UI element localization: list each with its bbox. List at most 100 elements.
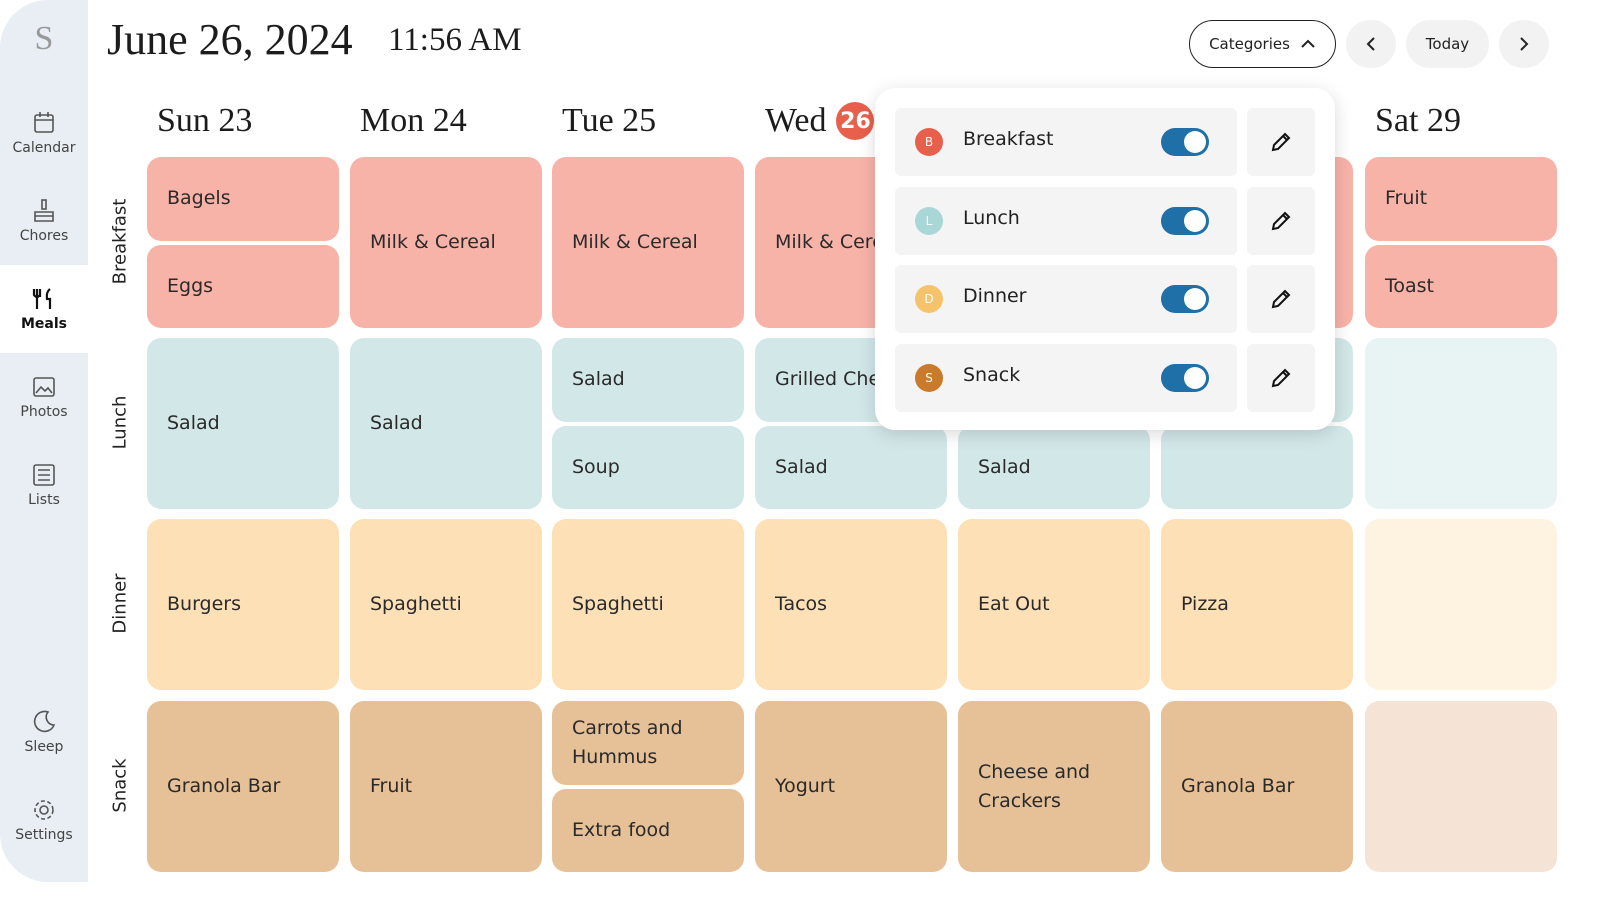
meal-item[interactable]: Salad [350,338,542,509]
category-name: Snack [963,363,1021,386]
meal-item[interactable]: Soup [552,425,744,509]
nav-label: Photos [20,404,68,420]
today-button[interactable]: Today [1406,20,1489,68]
day-label: Mon 24 [360,102,467,139]
toggle[interactable] [1161,206,1209,235]
meal-item[interactable]: Milk & Cereal [350,157,542,328]
meal-item[interactable]: Burgers [147,519,339,690]
edit-button[interactable] [1247,186,1315,255]
nav-icon [33,464,55,486]
category-row: D Dinner [895,265,1237,333]
category-name: Lunch [963,206,1020,229]
toggle-knob [1184,131,1206,153]
empty-cell[interactable] [1365,701,1557,872]
category-initial: B [915,128,943,156]
categories-popup: B Breakfast L Lunch D Dinner S Snack [875,88,1335,430]
day-label: Tue 25 [562,102,657,139]
edit-button[interactable] [1247,108,1315,176]
nav-item[interactable]: Chores [0,177,88,265]
meal-item[interactable]: Granola Bar [1161,701,1353,872]
categories-button[interactable]: Categories [1189,20,1336,68]
category-row: S Snack [895,343,1237,412]
row-label: Snack [109,757,131,813]
meal-item[interactable]: Fruit [350,701,542,872]
toggle[interactable] [1161,363,1209,392]
toggle-knob [1184,366,1206,389]
nav-item[interactable]: Photos [0,353,88,441]
category-row: L Lunch [895,186,1237,255]
nav-item[interactable]: Lists [0,441,88,529]
pencil-icon [1271,289,1291,309]
nav-icon [32,288,52,309]
meal-item[interactable]: Granola Bar [147,701,339,872]
chevron-up [1301,39,1315,48]
nav-label: Calendar [12,140,76,156]
meal-item[interactable]: Toast [1365,244,1557,328]
nav-label: Lists [28,492,60,508]
prev-button[interactable] [1346,20,1396,68]
date: June 26, 2024 [107,15,353,64]
meal-item[interactable]: Salad [755,425,947,509]
day-label: Wed [765,102,827,139]
day-label: Sun 23 [157,102,253,139]
day-header: Sat 29 [1375,102,1461,140]
meal-item[interactable]: Spaghetti [552,519,744,690]
day-header: Sun 23 [157,102,252,140]
pencil-icon [1271,211,1291,230]
row-label: Dinner [109,572,131,634]
category-name: Dinner [963,285,1027,307]
meal-item[interactable]: Carrots and Hummus [552,701,744,785]
meal-item[interactable] [1161,425,1353,509]
meal-item[interactable]: Eat Out [958,519,1150,690]
category-name: Breakfast [963,128,1054,150]
day-header: Mon 24 [360,102,467,140]
nav-item[interactable]: Sleep [0,688,88,776]
logo[interactable]: S [34,20,54,57]
edit-button[interactable] [1247,265,1315,333]
category-initial: S [915,363,943,392]
nav-icon [33,377,55,397]
empty-cell[interactable] [1365,338,1557,509]
meal-item[interactable]: Cheese and Crackers [958,701,1150,872]
toggle[interactable] [1161,128,1209,156]
day-label: Sat 29 [1375,102,1461,139]
meal-item[interactable]: Tacos [755,519,947,690]
nav-icon [34,800,54,820]
nav-label: Settings [15,827,73,843]
chevron-right [1520,37,1529,51]
meal-item[interactable]: Extra food [552,788,744,872]
meal-item[interactable]: Eggs [147,244,339,328]
meal-item[interactable]: Salad [958,425,1150,509]
categories-label: Categories [1209,35,1290,53]
meal-item[interactable]: Salad [552,338,744,422]
nav-icon [34,112,54,133]
nav-label: Chores [19,228,69,244]
today-badge: 26 [836,102,875,140]
empty-cell[interactable] [1365,519,1557,690]
edit-button[interactable] [1247,343,1315,412]
toggle[interactable] [1161,285,1209,313]
day-header: Tue 25 [562,102,656,140]
pencil-icon [1271,132,1291,152]
meal-item[interactable]: Bagels [147,157,339,241]
category-initial: D [915,285,943,313]
meal-item[interactable]: Pizza [1161,519,1353,690]
row-label: Breakfast [109,198,131,284]
nav-item[interactable]: Settings [0,776,88,864]
time: 11:56 AM [388,22,522,58]
meal-item[interactable]: Fruit [1365,157,1557,241]
nav-icon [33,710,56,733]
toggle-knob [1184,288,1206,310]
meal-item[interactable]: Spaghetti [350,519,542,690]
meal-item[interactable]: Milk & Cereal [552,157,744,328]
category-row: B Breakfast [895,108,1237,176]
sidebar: S Calendar Chores Meals Photos Lists Sleep Set… [0,0,88,882]
meal-item[interactable]: Yogurt [755,701,947,872]
nav-item[interactable]: Meals [0,265,88,353]
nav-label: Sleep [24,739,64,755]
meal-item[interactable]: Salad [147,338,339,509]
next-button[interactable] [1499,20,1549,68]
nav-item[interactable]: Calendar [0,89,88,177]
